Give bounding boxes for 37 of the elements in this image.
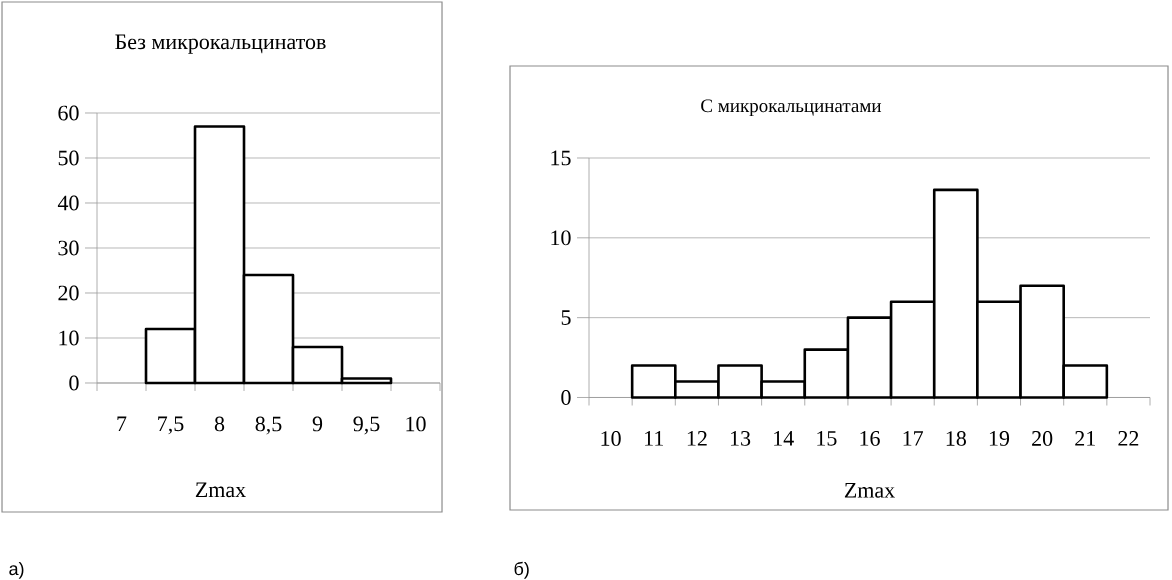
y-tick-label: 0 xyxy=(561,390,571,405)
x-tick-label: 7,5 xyxy=(158,416,184,435)
x-tick-label: 9 xyxy=(312,416,323,432)
text: б) xyxy=(514,561,529,579)
x-tick-label: 10 xyxy=(406,416,426,432)
y-tick-label: 30 xyxy=(58,240,79,256)
x-tick-label: 10 xyxy=(601,431,621,446)
x-tick-label: 12 xyxy=(687,431,707,446)
x-tick-label: 13 xyxy=(730,431,751,446)
y-tick-label: 20 xyxy=(58,285,79,301)
y-tick-label: 50 xyxy=(58,150,79,166)
x-tick-label: 21 xyxy=(1075,431,1095,446)
y-tick-label: 10 xyxy=(59,330,79,346)
x-tick-label: 15 xyxy=(817,431,837,446)
y-tick-label: 0 xyxy=(69,375,79,391)
text: а) xyxy=(9,561,24,579)
x-tick-label: 16 xyxy=(860,431,880,446)
x-tick-label: 8,5 xyxy=(255,416,282,435)
chart-title: Без микрокальцинатов xyxy=(115,34,326,54)
y-tick-label: 40 xyxy=(57,195,79,211)
x-tick-label: 22 xyxy=(1118,431,1139,446)
x-axis-title: Zmax xyxy=(844,483,895,498)
chart-title: С микрокальцинатами xyxy=(701,99,882,117)
x-tick-label: 14 xyxy=(774,431,794,446)
y-tick-label: 10 xyxy=(551,230,571,246)
y-tick-label: 5 xyxy=(561,310,571,325)
x-tick-label: 9,5 xyxy=(353,416,380,435)
x-tick-label: 18 xyxy=(946,431,966,446)
x-tick-label: 19 xyxy=(989,431,1010,446)
x-tick-label: 11 xyxy=(645,431,664,446)
x-tick-label: 8 xyxy=(214,416,225,432)
x-tick-label: 7 xyxy=(117,416,127,431)
y-tick-label: 15 xyxy=(551,150,571,166)
y-tick-label: 60 xyxy=(58,105,79,121)
x-tick-label: 17 xyxy=(903,431,924,446)
x-tick-label: 20 xyxy=(1032,431,1053,446)
x-axis-title: Zmax xyxy=(195,482,246,498)
